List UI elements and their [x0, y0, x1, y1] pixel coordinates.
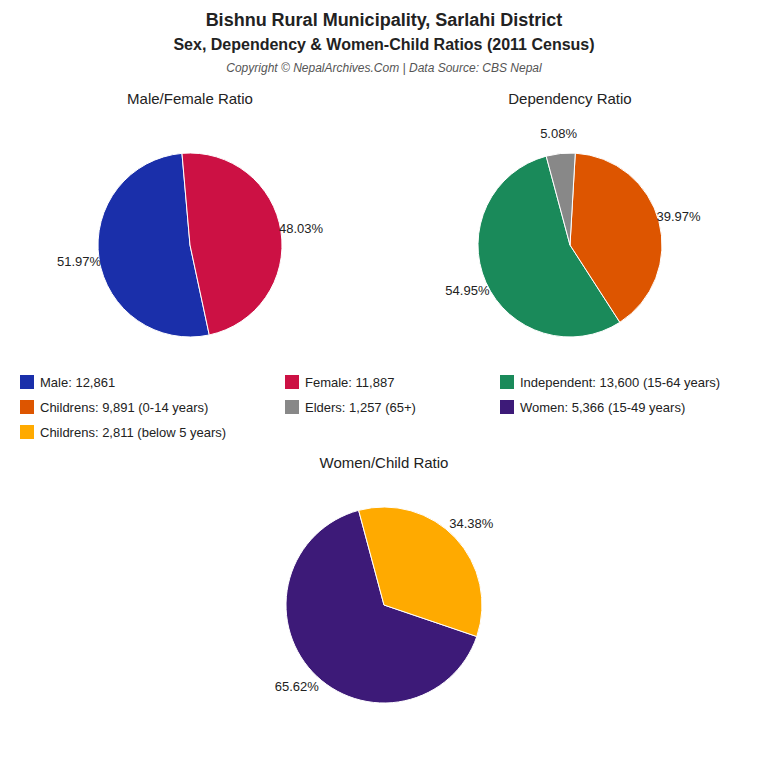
legend-swatch [500, 400, 514, 414]
data-label: 48.03% [279, 221, 324, 236]
data-label: 39.97% [656, 209, 701, 224]
legend-label: Independent: 13,600 (15-64 years) [520, 375, 720, 390]
pie: 51.97% 48.03% [57, 153, 324, 337]
chart: Bishnu Rural Municipality, Sarlahi Distr… [0, 0, 768, 768]
legend-swatch [285, 400, 299, 414]
data-label: 65.62% [275, 679, 320, 694]
legend-label: Female: 11,887 [305, 375, 394, 390]
subtitle: Sex, Dependency & Women-Child Ratios (20… [173, 36, 594, 53]
legend-swatch [20, 425, 34, 439]
title: Bishnu Rural Municipality, Sarlahi Distr… [206, 10, 563, 30]
legend-swatch [20, 375, 34, 389]
legend-swatch [500, 375, 514, 389]
legend-swatch [285, 375, 299, 389]
pie: 65.62% 34.38% [275, 507, 494, 703]
pie-slice [182, 153, 282, 335]
legend-label: Male: 12,861 [40, 375, 115, 390]
data-label: 34.38% [449, 516, 494, 531]
pie-title: Women/Child Ratio [320, 454, 449, 471]
pie: 54.95% 39.97% 5.08% [445, 126, 701, 337]
legend-label: Elders: 1,257 (65+) [305, 400, 416, 415]
pie-title: Male/Female Ratio [127, 90, 253, 107]
data-label: 51.97% [57, 254, 102, 269]
legend: Male: 12,861 Female: 11,887 Independent: 1… [20, 375, 720, 440]
legend-label: Women: 5,366 (15-49 years) [520, 400, 685, 415]
pie-slice [546, 153, 575, 245]
legend-label: Childrens: 9,891 (0-14 years) [40, 400, 208, 415]
data-label: 5.08% [540, 126, 577, 141]
pie-title: Dependency Ratio [508, 90, 631, 107]
legend-label: Childrens: 2,811 (below 5 years) [40, 425, 226, 440]
data-label: 54.95% [445, 283, 490, 298]
annotation: Copyright © NepalArchives.Com | Data Sou… [226, 61, 542, 75]
legend-swatch [20, 400, 34, 414]
pie-slice [570, 153, 662, 322]
